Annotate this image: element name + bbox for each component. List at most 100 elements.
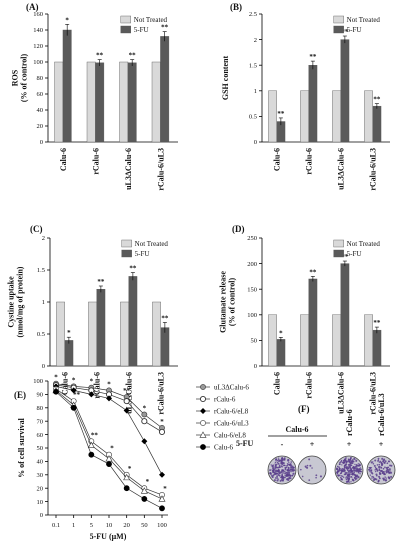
colony-dot xyxy=(274,461,277,464)
bar-panel-c: (C) 0 0.5 1 1.5 2 Cystine uptake (nmol/mg of pr… xyxy=(7,224,178,415)
y-tick-label: 0 xyxy=(40,139,43,146)
legend-label: rCalu-6/eL8 xyxy=(214,408,249,416)
colony-dot xyxy=(336,467,338,469)
colony-dot xyxy=(340,469,343,472)
colony-dot xyxy=(350,457,352,459)
colony-dot xyxy=(380,467,382,469)
colony-dot xyxy=(286,463,289,465)
colony-dot xyxy=(349,476,351,478)
y-tick-label: 0 xyxy=(42,363,45,370)
colony-dot xyxy=(311,467,313,469)
colony-dot xyxy=(291,469,293,471)
marker xyxy=(123,407,130,414)
colony-dot xyxy=(283,458,286,461)
colony-dot xyxy=(277,460,279,462)
category-label: rCalu-6/uL3 xyxy=(369,148,378,191)
y-tick-label: 160 xyxy=(33,11,43,18)
significance-mark: ** xyxy=(161,24,169,32)
category-label: Calu-6 xyxy=(273,372,282,395)
group-title: Calu-6 xyxy=(285,425,308,434)
colony-dot xyxy=(357,476,360,479)
significance-mark: * xyxy=(279,329,283,337)
colony-dot xyxy=(359,473,361,475)
significance-mark: ** xyxy=(96,52,104,60)
marker xyxy=(141,411,148,418)
colony-dot xyxy=(343,458,346,461)
colony-dot xyxy=(275,472,278,475)
colony-dot xyxy=(388,477,391,480)
significance-mark: * xyxy=(65,16,69,24)
legend-swatch xyxy=(121,239,132,248)
colony-dot xyxy=(287,466,290,469)
colony-dot xyxy=(288,472,291,475)
y-tick-label: 0.5 xyxy=(249,114,257,121)
colony-dot xyxy=(336,465,339,468)
plate-sign: + xyxy=(347,440,352,449)
bar-not-treated xyxy=(86,61,96,143)
colony-dot xyxy=(276,477,279,479)
colony-dot xyxy=(341,464,343,466)
colony-dot xyxy=(354,463,356,465)
colony-dot xyxy=(284,468,287,471)
y-tick-label: 250 xyxy=(247,235,257,242)
colony-dot xyxy=(349,459,351,461)
y-tick-label: 140 xyxy=(33,27,43,34)
category-label: rCalu-6 xyxy=(305,372,314,399)
y-tick-label: 30 xyxy=(37,472,44,479)
y-tick-label: 0.5 xyxy=(37,331,45,338)
plate xyxy=(297,455,327,485)
bar-5fu xyxy=(95,62,105,143)
bar-not-treated xyxy=(332,90,341,143)
colony-dot xyxy=(347,470,350,473)
colony-dot xyxy=(286,469,290,472)
colony-dot xyxy=(339,461,341,464)
bar-not-treated xyxy=(364,90,373,143)
colony-dot xyxy=(277,478,280,480)
colony-dot xyxy=(374,470,377,473)
colony-dot xyxy=(308,458,311,461)
colony-dot xyxy=(315,474,318,477)
colony-dot xyxy=(274,470,277,473)
category-label: rCalu-6 xyxy=(91,148,100,175)
significance-mark: ** xyxy=(373,319,381,327)
significance-mark: * xyxy=(54,374,58,382)
y-axis-label: ROS xyxy=(11,69,20,86)
colony-dot xyxy=(340,471,343,473)
significance-mark: ** xyxy=(161,314,169,322)
y-tick-label: 100 xyxy=(33,59,43,66)
colony-dot xyxy=(349,463,352,466)
colony-dot xyxy=(290,470,292,473)
colony-dot xyxy=(342,462,345,465)
legend-label: Not Treated xyxy=(134,16,168,24)
x-tick-label: 100 xyxy=(157,522,167,529)
colony-dot xyxy=(340,459,343,462)
colony-dot xyxy=(387,466,390,469)
colony-dot xyxy=(358,471,360,473)
colony-dot xyxy=(288,463,291,466)
colony-dot xyxy=(372,462,375,465)
panel-label: (B) xyxy=(230,2,242,12)
bar-5fu xyxy=(128,276,138,367)
colony-dot xyxy=(345,476,348,478)
colony-dot xyxy=(272,464,275,467)
marker xyxy=(199,395,207,403)
colony-dot xyxy=(378,471,381,474)
x-tick-label: 1 xyxy=(72,522,75,529)
bar-not-treated xyxy=(364,314,373,367)
colony-dot xyxy=(349,466,352,469)
bar-5fu xyxy=(372,105,382,143)
colony-dot xyxy=(379,470,382,473)
y-tick-label: 40 xyxy=(37,459,44,466)
y-tick-label: 60 xyxy=(37,91,44,98)
colony-dot xyxy=(343,465,346,468)
colony-dot xyxy=(369,474,372,476)
colony-dot xyxy=(352,468,355,470)
significance-mark: * xyxy=(146,478,150,486)
category-label: rCalu-6 xyxy=(93,372,102,399)
plate-column-label: rCalu-6 xyxy=(345,409,354,436)
legend-label: Not Treated xyxy=(347,240,381,248)
category-label: uL3ΔCalu-6 xyxy=(337,148,346,190)
colony-dot xyxy=(372,478,376,481)
y-tick-label: 40 xyxy=(37,107,44,114)
y-axis-label: % of cell survival xyxy=(17,417,26,478)
